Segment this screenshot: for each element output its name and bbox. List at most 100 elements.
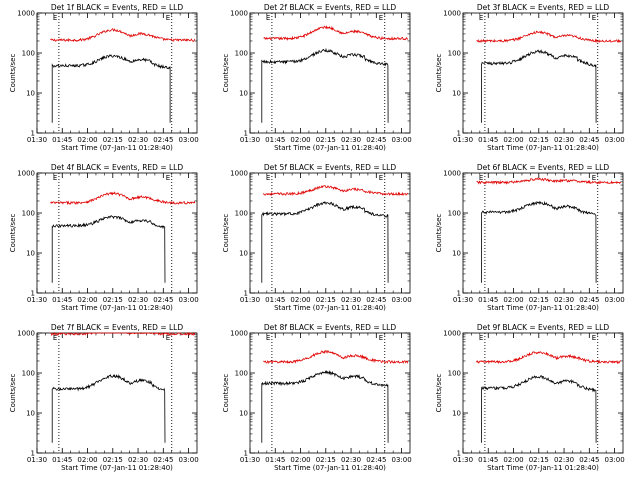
y-tick-label: 1000 [17,330,35,338]
x-tick-label: 01:30 [240,136,260,144]
x-tick-label: 03:00 [604,296,624,304]
panel-det-1f: Det 1f BLACK = Events, RED = LLD 1 10 100 10… [9,3,199,152]
x-tick-label: 01:45 [478,456,498,464]
event-marker-label: E [53,14,57,22]
y-axis-label: Counts/sec [9,214,17,253]
x-tick-label: 02:15 [103,296,123,304]
panel-det-7f: Det 7f BLACK = Events, RED = LLD 1 10 100 10… [9,323,199,472]
x-tick-label: 03:00 [604,136,624,144]
series-events-line [481,375,597,443]
x-tick-label: 01:45 [265,296,285,304]
x-tick-label: 02:15 [529,136,549,144]
x-tick-label: 01:45 [265,456,285,464]
x-tick-label: 02:00 [77,136,97,144]
y-axis-label: Counts/sec [222,54,230,93]
x-tick-label: 02:00 [503,136,523,144]
event-marker-label: E [166,14,170,22]
y-tick-label: 1000 [17,10,35,18]
event-marker-label: E [479,334,483,342]
y-tick-label: 10 [26,250,35,258]
y-tick-label: 1 [457,130,461,138]
event-marker-label: E [379,334,383,342]
x-axis-label: Start Time (07-Jan-11 01:28:40) [61,464,173,472]
x-tick-label: 01:45 [265,136,285,144]
panel-det-2f: Det 2f BLACK = Events, RED = LLD 1 10 100 10… [222,3,412,152]
series-lld-line [263,350,409,365]
series-lld-line [476,30,621,44]
panel-title: Det 5f BLACK = Events, RED = LLD [264,163,397,172]
series-lld-line [476,177,621,185]
x-tick-label: 01:30 [453,136,473,144]
x-tick-label: 02:45 [366,456,386,464]
x-tick-label: 02:15 [103,136,123,144]
x-tick-label: 01:30 [240,456,260,464]
y-tick-label: 10 [452,410,461,418]
y-axis-label: Counts/sec [435,54,443,93]
x-tick-label: 01:45 [478,296,498,304]
x-axis-label: Start Time (07-Jan-11 01:28:40) [487,304,599,312]
x-tick-label: 02:00 [503,296,523,304]
x-tick-label: 01:45 [52,136,72,144]
event-marker-label: E [379,14,383,22]
y-tick-label: 1 [31,130,35,138]
x-tick-label: 02:30 [554,456,574,464]
x-tick-label: 02:00 [77,296,97,304]
x-tick-label: 02:00 [290,456,310,464]
x-tick-label: 02:00 [290,136,310,144]
y-tick-label: 100 [448,370,461,378]
panel-title: Det 9f BLACK = Events, RED = LLD [477,323,610,332]
x-axis-label: Start Time (07-Jan-11 01:28:40) [61,144,173,152]
series-lld-line [263,184,409,197]
y-tick-label: 1 [244,450,248,458]
y-tick-label: 100 [448,50,461,58]
y-tick-label: 100 [448,210,461,218]
panel-det-4f: Det 4f BLACK = Events, RED = LLD 1 10 100 10… [9,163,199,312]
y-tick-label: 100 [235,210,248,218]
y-tick-label: 1 [31,450,35,458]
event-marker-label: E [592,174,596,182]
event-marker-label: E [53,334,57,342]
y-tick-label: 1000 [230,10,248,18]
event-marker-label: E [379,174,383,182]
series-events-line [481,200,597,283]
x-tick-label: 02:45 [366,296,386,304]
plot-frame [36,332,198,454]
series-events-line [51,373,166,443]
panel-title: Det 7f BLACK = Events, RED = LLD [51,323,184,332]
y-tick-label: 100 [22,370,35,378]
y-tick-label: 100 [235,370,248,378]
y-axis-label: Counts/sec [222,374,230,413]
x-tick-label: 01:30 [27,456,47,464]
panel-title: Det 2f BLACK = Events, RED = LLD [264,3,397,12]
panel-title: Det 6f BLACK = Events, RED = LLD [477,163,610,172]
x-tick-label: 01:45 [52,296,72,304]
panel-title: Det 4f BLACK = Events, RED = LLD [51,163,184,172]
y-tick-label: 10 [239,250,248,258]
x-tick-label: 02:00 [503,456,523,464]
x-tick-label: 02:30 [128,456,148,464]
event-marker-label: E [266,14,270,22]
panel-det-3f: Det 3f BLACK = Events, RED = LLD 1 10 100 10… [435,3,625,152]
y-tick-label: 10 [239,90,248,98]
panel-det-5f: Det 5f BLACK = Events, RED = LLD 1 10 100 10… [222,163,412,312]
x-tick-label: 02:45 [579,136,599,144]
x-tick-label: 01:30 [453,296,473,304]
x-tick-label: 02:30 [554,296,574,304]
x-tick-label: 02:30 [554,136,574,144]
series-events-line [481,49,597,123]
x-tick-label: 03:00 [604,456,624,464]
event-marker-label: E [166,334,170,342]
y-axis-label: Counts/sec [222,214,230,253]
panel-det-8f: Det 8f BLACK = Events, RED = LLD 1 10 100 10… [222,323,412,472]
event-marker-label: E [479,174,483,182]
x-tick-label: 02:45 [153,456,173,464]
y-tick-label: 1 [244,290,248,298]
series-events-line [261,47,389,123]
series-events-line [261,200,389,283]
y-axis-label: Counts/sec [9,374,17,413]
y-tick-label: 100 [22,50,35,58]
x-tick-label: 03:00 [178,456,198,464]
x-tick-label: 02:45 [153,296,173,304]
y-tick-label: 100 [235,50,248,58]
x-tick-label: 01:30 [453,456,473,464]
